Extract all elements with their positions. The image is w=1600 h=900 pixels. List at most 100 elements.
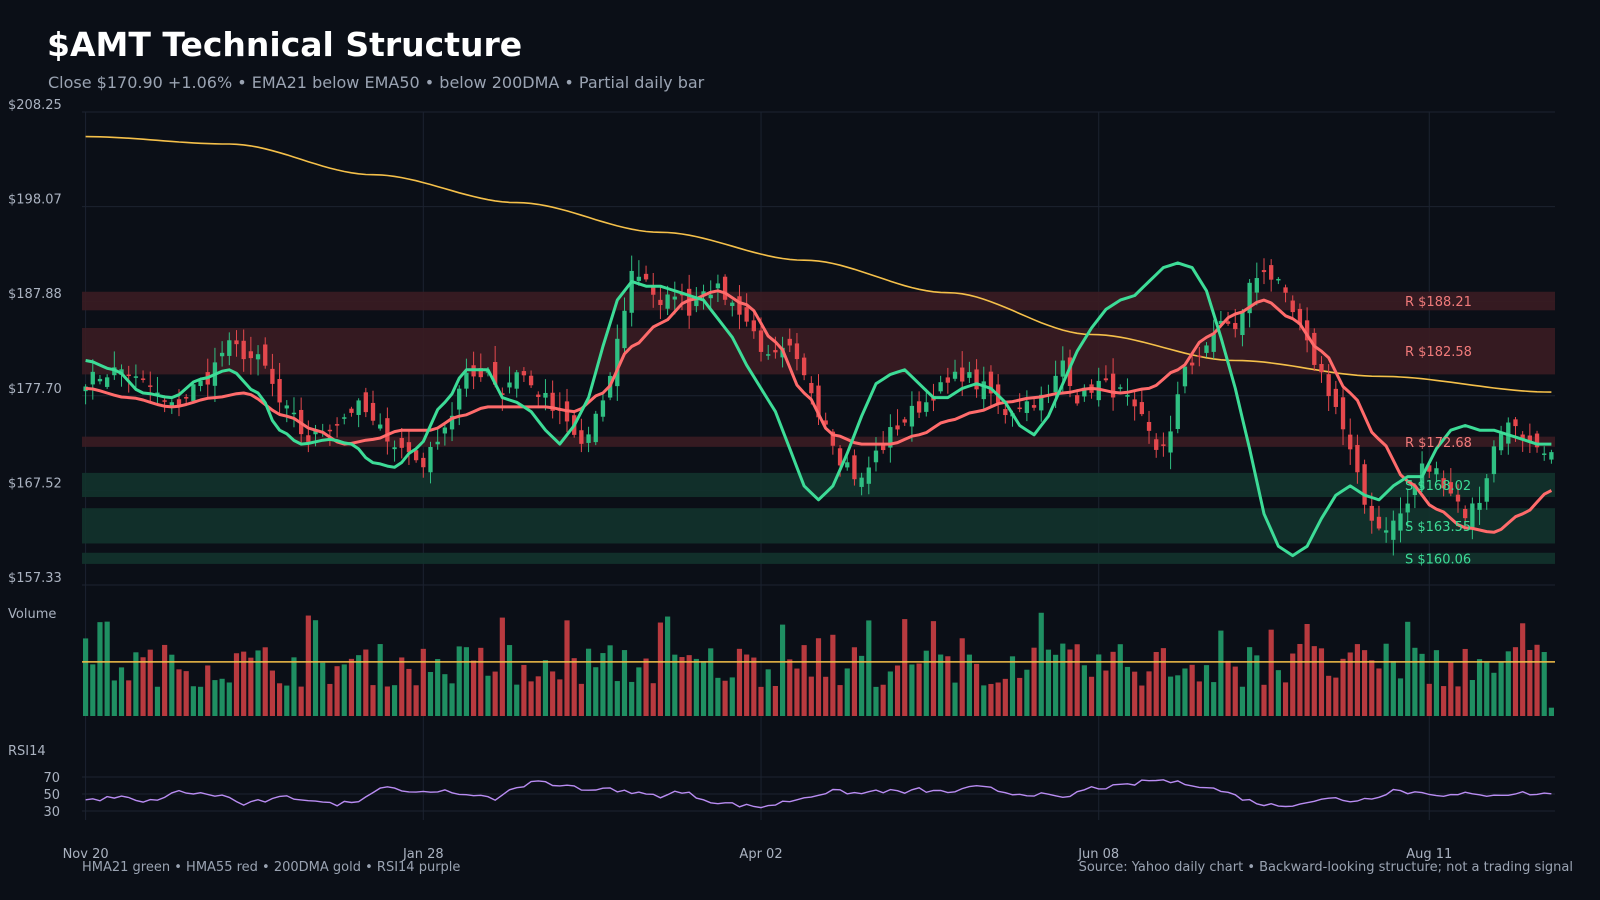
- dma200-layer: [85, 135, 1552, 393]
- candle-body: [334, 424, 340, 426]
- volume-bar: [945, 656, 951, 716]
- candle-body: [916, 401, 922, 413]
- volume-bar: [1232, 666, 1238, 716]
- candle-body: [90, 371, 95, 385]
- candle: [457, 385, 462, 426]
- footer-legend: HMA21 green • HMA55 red • 200DMA gold • …: [82, 860, 460, 875]
- y-tick-label: $208.25: [8, 98, 62, 113]
- candle-body: [1218, 320, 1224, 324]
- candle: [1197, 347, 1202, 367]
- volume-bar: [1196, 681, 1202, 716]
- volume-bar: [284, 685, 290, 716]
- candle-body: [457, 388, 462, 410]
- volume-bar: [1541, 652, 1547, 716]
- candle-body: [758, 330, 764, 352]
- candle-body: [952, 371, 958, 379]
- volume-bar: [1009, 656, 1016, 716]
- candle-body: [974, 369, 979, 390]
- volume-bar: [765, 669, 771, 716]
- candle-body: [1082, 387, 1087, 397]
- candle: [1211, 319, 1216, 359]
- candle: [550, 380, 555, 419]
- volume-bar: [83, 638, 89, 716]
- candle-body: [1168, 431, 1173, 453]
- candle-body: [126, 374, 131, 377]
- candle-body: [1412, 485, 1418, 496]
- volume-bar: [751, 657, 757, 716]
- volume-bar: [320, 662, 326, 716]
- volume-bar: [959, 638, 965, 716]
- volume-bar: [1088, 676, 1095, 716]
- candle-body: [349, 408, 354, 413]
- candle: [521, 367, 527, 382]
- candle-body: [1075, 395, 1080, 404]
- candle: [888, 414, 893, 463]
- candle-body: [988, 371, 994, 394]
- volume-bar: [427, 671, 434, 716]
- candle: [1376, 505, 1382, 531]
- volume-bar: [514, 684, 520, 716]
- candle: [708, 280, 713, 310]
- volume-bar: [830, 634, 836, 716]
- volume-bar: [557, 679, 563, 716]
- candle: [1391, 510, 1396, 556]
- volume-panel: [82, 612, 1555, 716]
- volume-bar: [973, 663, 980, 716]
- candle: [1261, 258, 1267, 285]
- volume-bar: [370, 685, 376, 716]
- candle: [1369, 492, 1374, 534]
- candle-body: [399, 437, 404, 448]
- candle: [658, 285, 663, 319]
- candle: [428, 441, 433, 484]
- candle-body: [744, 307, 749, 322]
- volume-bar: [535, 676, 541, 716]
- volume-bar: [801, 645, 807, 716]
- candle-body: [500, 393, 505, 396]
- candle: [1348, 418, 1353, 465]
- candle-body: [1254, 278, 1259, 293]
- chart-title: $AMT Technical Structure: [47, 25, 522, 64]
- candle-body: [428, 446, 433, 473]
- volume-bar: [1534, 644, 1540, 716]
- candle: [219, 341, 225, 367]
- candle-body: [378, 424, 383, 429]
- volume-bar: [815, 638, 822, 716]
- volume-bar: [499, 617, 505, 716]
- candle: [643, 265, 649, 282]
- candle-body: [1455, 494, 1461, 502]
- chart-subtitle: Close $170.90 +1.06% • EMA21 below EMA50…: [48, 73, 705, 92]
- candle-body: [521, 371, 527, 376]
- volume-bar: [1362, 650, 1368, 716]
- candle-body: [1039, 394, 1044, 411]
- volume-bar: [1139, 685, 1145, 716]
- candle-body: [787, 338, 792, 346]
- candle-body: [1340, 397, 1346, 430]
- candle: [1146, 410, 1152, 444]
- candle-body: [809, 382, 814, 394]
- candle: [385, 407, 390, 455]
- volume-bar: [1261, 684, 1267, 716]
- candle: [334, 417, 340, 438]
- volume-bar: [1160, 648, 1166, 716]
- volume-bar: [1462, 648, 1468, 716]
- volume-bar: [212, 680, 218, 716]
- candle-body: [1383, 530, 1389, 533]
- candle: [1441, 470, 1446, 497]
- candle-body: [1498, 433, 1504, 451]
- volume-bar: [1167, 676, 1174, 716]
- candle: [895, 409, 900, 436]
- candle: [859, 472, 864, 496]
- candle-body: [1405, 503, 1410, 513]
- volume-bar: [169, 654, 175, 716]
- volume-bar: [485, 675, 491, 716]
- volume-bar: [593, 667, 599, 716]
- candle: [1340, 384, 1346, 446]
- candle: [1498, 425, 1504, 456]
- candle: [1362, 459, 1367, 514]
- candle-body: [342, 417, 347, 419]
- candle-body: [1491, 446, 1497, 475]
- volume-bar: [205, 665, 211, 716]
- candle-body: [1534, 433, 1540, 448]
- volume-bar: [607, 645, 613, 716]
- candle-body: [1290, 300, 1295, 313]
